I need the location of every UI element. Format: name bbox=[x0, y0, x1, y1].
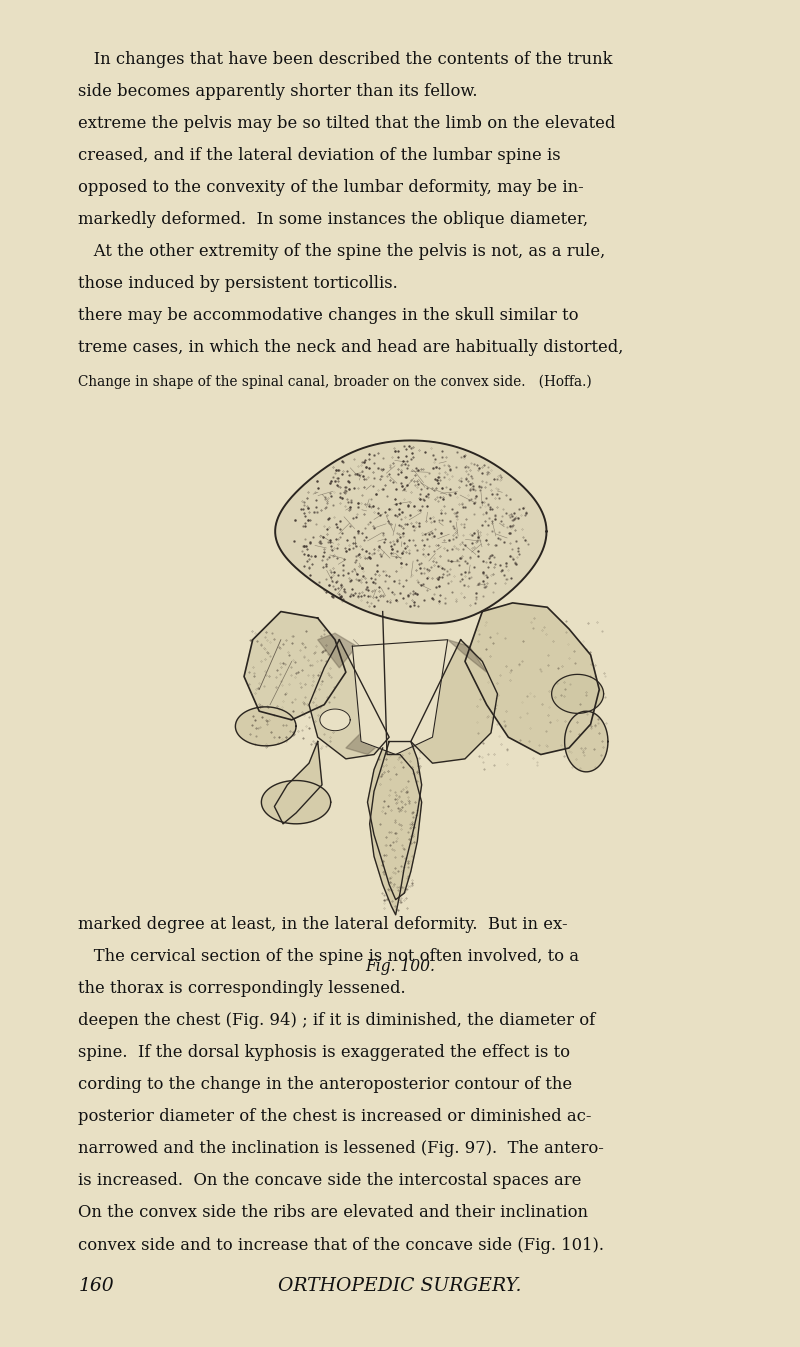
Text: ORTHOPEDIC SURGERY.: ORTHOPEDIC SURGERY. bbox=[278, 1277, 522, 1294]
Text: cording to the change in the anteroposterior contour of the: cording to the change in the anteroposte… bbox=[78, 1076, 573, 1094]
Text: the thorax is correspondingly lessened.: the thorax is correspondingly lessened. bbox=[78, 981, 406, 997]
Text: In changes that have been described the contents of the trunk: In changes that have been described the … bbox=[78, 51, 613, 67]
Text: Fig. 100.: Fig. 100. bbox=[365, 958, 435, 975]
Text: treme cases, in which the neck and head are habitually distorted,: treme cases, in which the neck and head … bbox=[78, 339, 624, 357]
Text: convex side and to increase that of the concave side (Fig. 101).: convex side and to increase that of the … bbox=[78, 1237, 605, 1254]
Text: there may be accommodative changes in the skull similar to: there may be accommodative changes in th… bbox=[78, 307, 579, 325]
Text: marked degree at least, in the lateral deformity.  But in ex-: marked degree at least, in the lateral d… bbox=[78, 916, 568, 933]
Text: On the convex side the ribs are elevated and their inclination: On the convex side the ribs are elevated… bbox=[78, 1204, 588, 1222]
Text: side becomes apparently shorter than its fellow.: side becomes apparently shorter than its… bbox=[78, 84, 478, 100]
Text: those induced by persistent torticollis.: those induced by persistent torticollis. bbox=[78, 275, 398, 292]
Text: spine.  If the dorsal kyphosis is exaggerated the effect is to: spine. If the dorsal kyphosis is exagger… bbox=[78, 1044, 570, 1061]
Text: narrowed and the inclination is lessened (Fig. 97).  The antero-: narrowed and the inclination is lessened… bbox=[78, 1141, 604, 1157]
Text: is increased.  On the concave side the intercostal spaces are: is increased. On the concave side the in… bbox=[78, 1172, 582, 1189]
Text: Change in shape of the spinal canal, broader on the convex side.   (Hoffa.): Change in shape of the spinal canal, bro… bbox=[78, 374, 592, 389]
Text: At the other extremity of the spine the pelvis is not, as a rule,: At the other extremity of the spine the … bbox=[78, 244, 606, 260]
Text: opposed to the convexity of the lumbar deformity, may be in-: opposed to the convexity of the lumbar d… bbox=[78, 179, 584, 197]
Text: The cervical section of the spine is not often involved, to a: The cervical section of the spine is not… bbox=[78, 948, 579, 964]
Text: extreme the pelvis may be so tilted that the limb on the elevated: extreme the pelvis may be so tilted that… bbox=[78, 114, 616, 132]
Text: posterior diameter of the chest is increased or diminished ac-: posterior diameter of the chest is incre… bbox=[78, 1109, 592, 1125]
Text: deepen the chest (Fig. 94) ; if it is diminished, the diameter of: deepen the chest (Fig. 94) ; if it is di… bbox=[78, 1012, 596, 1029]
Text: markedly deformed.  In some instances the oblique diameter,: markedly deformed. In some instances the… bbox=[78, 211, 589, 228]
Text: 160: 160 bbox=[78, 1277, 114, 1294]
Text: creased, and if the lateral deviation of the lumbar spine is: creased, and if the lateral deviation of… bbox=[78, 147, 561, 164]
